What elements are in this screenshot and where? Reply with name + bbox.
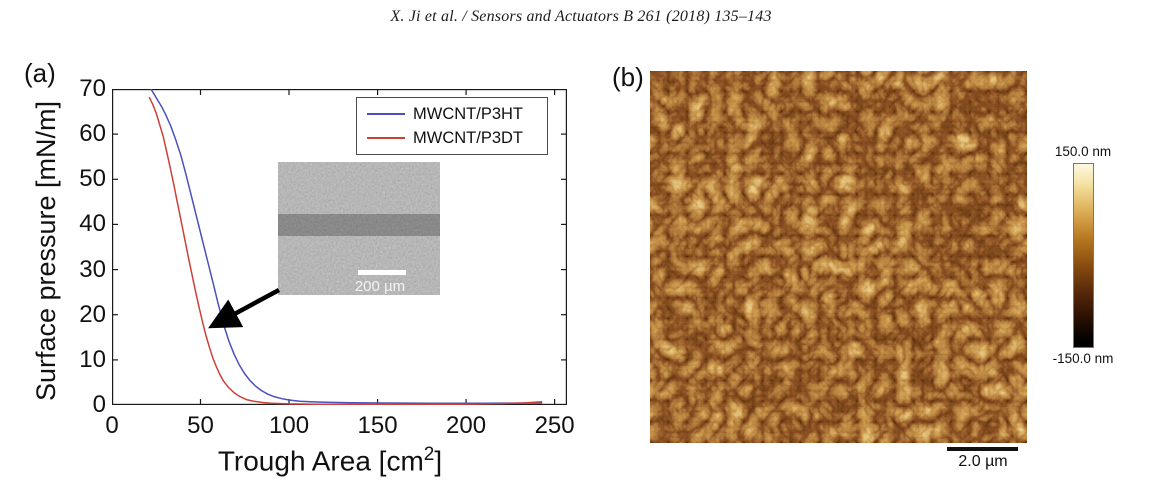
legend-entry: MWCNT/P3DT — [367, 129, 539, 148]
y-tick-label: 60 — [79, 120, 106, 148]
x-tick-label: 250 — [534, 412, 575, 439]
afm-topography-image — [650, 71, 1027, 443]
x-axis-label: Trough Area [cm2] — [140, 444, 520, 477]
x-tick-label: 0 — [105, 412, 119, 439]
legend-entry-label: MWCNT/P3HT — [413, 104, 523, 123]
x-tick-label: 150 — [357, 412, 398, 439]
y-axis-label: Surface pressure [mN/m] — [31, 100, 61, 402]
x-tick-label: 50 — [187, 412, 214, 439]
chart-legend: MWCNT/P3HT MWCNT/P3DT — [356, 97, 548, 155]
inset-scale-bar-label: 200 µm — [354, 278, 406, 295]
series-mwcnt-p3ht — [150, 88, 543, 404]
y-tick-label: 30 — [79, 255, 106, 283]
inset-scale-bar — [358, 270, 406, 275]
annotation-arrow — [208, 288, 281, 329]
y-tick-label: 70 — [79, 75, 106, 102]
isotherm-chart-canvas — [111, 88, 567, 406]
colorbar-max-label: 150.0 nm — [1054, 144, 1112, 159]
y-tick-label: 20 — [79, 300, 106, 328]
height-colorbar — [1073, 163, 1094, 348]
legend-line-sample — [367, 113, 405, 115]
journal-citation: X. Ji et al. / Sensors and Actuators B 2… — [390, 8, 772, 25]
series-mwcnt-p3dt — [148, 96, 543, 406]
legend-entry-label: MWCNT/P3DT — [413, 128, 523, 147]
isotherm-chart — [111, 88, 567, 406]
afm-scale-bar — [947, 447, 1018, 451]
inset-micrograph: 200 µm — [278, 162, 440, 295]
x-tick-label: 100 — [269, 412, 310, 439]
y-tick-label: 0 — [92, 391, 106, 418]
y-tick-label: 10 — [79, 345, 106, 373]
panel-b-label: (b) — [612, 62, 644, 92]
y-tick-label: 40 — [79, 210, 106, 238]
inset-dark-band — [278, 214, 440, 236]
legend-entry: MWCNT/P3HT — [367, 105, 539, 124]
afm-scale-bar-label: 2.0 µm — [958, 453, 1008, 470]
x-tick-label: 200 — [446, 412, 487, 439]
x-axis-label-exponent: 2 — [423, 444, 435, 465]
y-tick-label: 50 — [79, 165, 106, 193]
x-axis-label-bracket: ] — [434, 445, 443, 477]
panel-a-label: (a) — [24, 58, 56, 88]
x-axis-label-text: Trough Area [cm — [217, 445, 424, 477]
legend-line-sample — [367, 137, 405, 139]
colorbar-min-label: -150.0 nm — [1052, 351, 1114, 366]
